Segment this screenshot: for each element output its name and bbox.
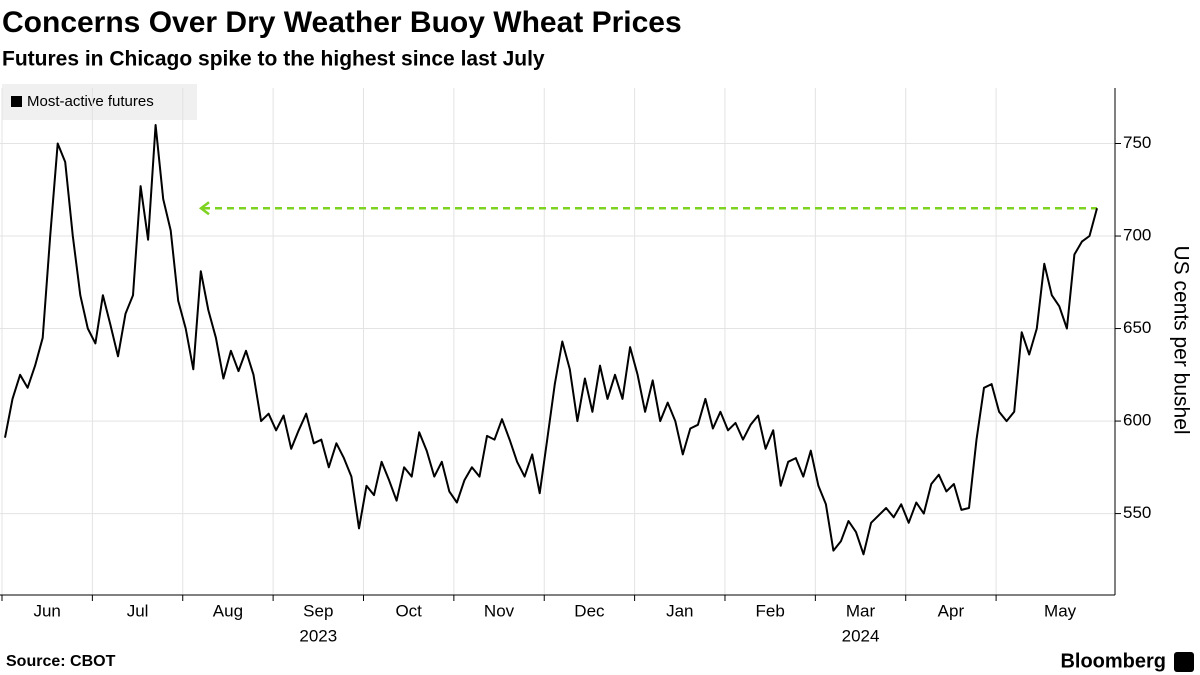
brand-icon <box>1174 652 1194 672</box>
y-axis-label: US cents per bushel <box>1169 245 1192 434</box>
x-tick-label: Apr <box>938 601 965 620</box>
legend-swatch <box>11 96 22 107</box>
x-tick-label: May <box>1044 601 1077 620</box>
y-tick-label: 550 <box>1123 503 1151 522</box>
brand: Bloomberg <box>1060 650 1166 672</box>
x-tick-label: Mar <box>846 601 876 620</box>
x-tick-label: Sep <box>303 601 333 620</box>
year-label: 2024 <box>842 626 880 645</box>
line <box>4 124 1098 556</box>
x-tick-label: Jul <box>127 601 149 620</box>
x-tick-label: Aug <box>213 601 243 620</box>
x-tick-label: Feb <box>756 601 785 620</box>
x-tick-label: Jan <box>666 601 693 620</box>
x-tick-label: Oct <box>395 601 422 620</box>
y-tick-label: 600 <box>1123 411 1151 430</box>
y-tick-label: 650 <box>1123 318 1151 337</box>
reference-arrow <box>198 201 210 216</box>
x-tick-label: Dec <box>574 601 605 620</box>
y-tick-label: 700 <box>1123 226 1151 245</box>
source: Source: CBOT <box>6 653 116 670</box>
x-tick-label: Nov <box>484 601 515 620</box>
y-tick-label: 750 <box>1123 133 1151 152</box>
legend-label: Most-active futures <box>27 93 154 110</box>
chart-title: Concerns Over Dry Weather Buoy Wheat Pri… <box>2 6 682 39</box>
year-label: 2023 <box>299 626 337 645</box>
x-tick-label: Jun <box>33 601 60 620</box>
legend-box <box>2 84 197 120</box>
chart-subtitle: Futures in Chicago spike to the highest … <box>2 48 545 71</box>
